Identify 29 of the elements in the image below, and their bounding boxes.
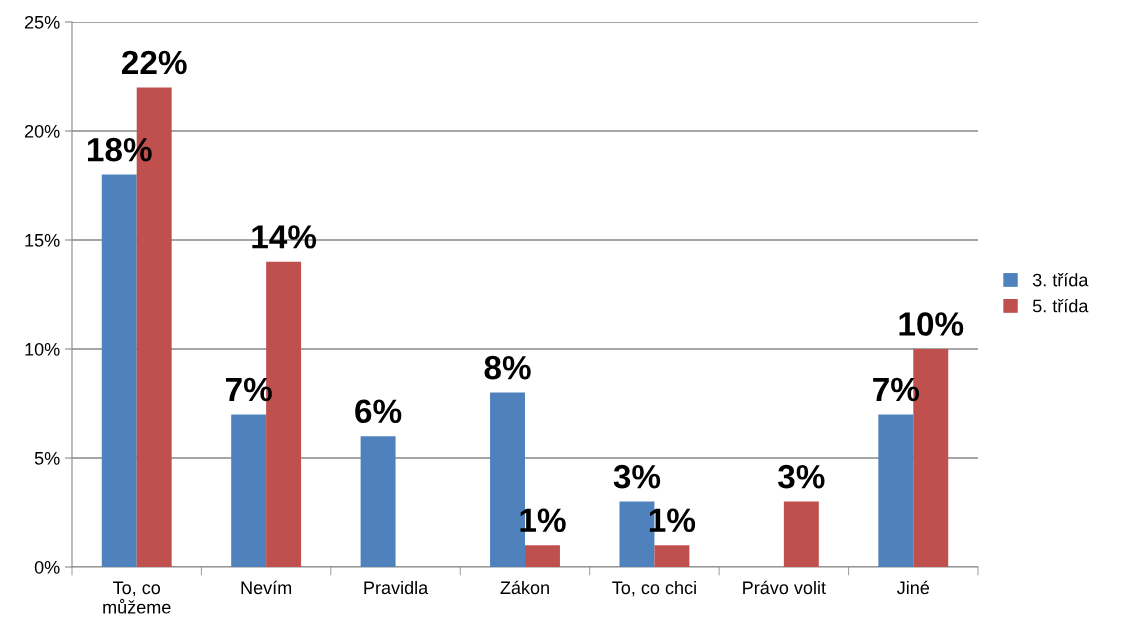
legend-label: 5. třída xyxy=(1032,298,1089,313)
bar xyxy=(878,414,914,567)
bar xyxy=(654,545,690,567)
y-tick-label: 20% xyxy=(24,124,60,138)
y-tick-label: 25% xyxy=(24,15,60,29)
data-label: 8% xyxy=(484,355,531,380)
bar xyxy=(783,501,819,567)
bar xyxy=(525,545,560,567)
data-label: 3% xyxy=(778,464,825,489)
y-tick-label: 0% xyxy=(34,560,60,574)
x-tick-label: Nevím xyxy=(241,580,292,595)
x-tick-label: To, co můžeme xyxy=(103,581,171,614)
data-label: 22% xyxy=(121,50,187,75)
y-tick-label: 5% xyxy=(34,452,60,465)
x-tick-label: Jiné xyxy=(897,580,930,595)
bar xyxy=(231,414,267,567)
x-tick-label: Zákon xyxy=(500,580,549,595)
data-label: 14% xyxy=(252,225,317,249)
y-tick-label: 10% xyxy=(25,342,60,356)
data-label: 10% xyxy=(899,312,964,336)
x-tick-label: Právo volit xyxy=(743,580,826,595)
legend-label: 3. třída xyxy=(1032,272,1089,287)
x-tick-label: To, co chci xyxy=(612,580,696,597)
data-label: 6% xyxy=(355,399,402,424)
data-label: 3% xyxy=(613,464,661,489)
bar xyxy=(360,436,396,567)
x-tick-label: Pravidla xyxy=(364,580,429,595)
y-tick-label: 15% xyxy=(25,234,60,247)
bar xyxy=(101,174,137,567)
